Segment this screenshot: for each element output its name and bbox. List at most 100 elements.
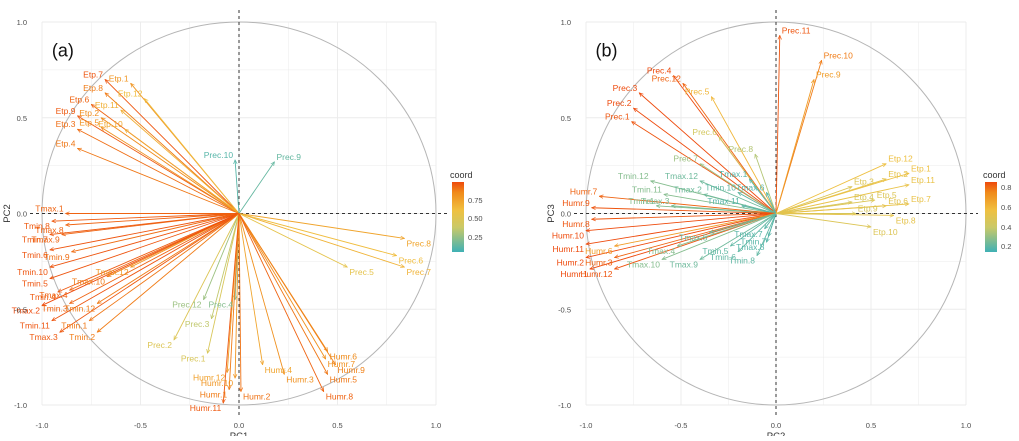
vector-arrow xyxy=(775,79,814,214)
vector-label: Humr.2 xyxy=(243,392,271,402)
legend-tick-label: 0.25 xyxy=(468,233,483,242)
vector-label: Etp.12 xyxy=(118,89,143,99)
vector-arrow xyxy=(586,213,777,245)
vector-arrow xyxy=(586,213,777,231)
vector-arrow xyxy=(592,208,777,214)
y-tick-label: -1.0 xyxy=(558,401,571,410)
x-axis-label: PC2 xyxy=(767,431,785,436)
vector-label: Etp.9 xyxy=(858,204,878,214)
vector-label: Etp.2 xyxy=(79,108,99,118)
vector-label: Tmax.8 xyxy=(736,242,765,252)
x-axis-label: PC1 xyxy=(230,431,248,436)
vector-label: Prec.10 xyxy=(204,150,234,160)
vector-arrow xyxy=(60,213,240,333)
vector-arrow xyxy=(749,179,777,214)
vector-label: Tmax.5 xyxy=(679,233,708,243)
vector-label: Etp.5 xyxy=(79,117,99,127)
vector-label: Humr.3 xyxy=(286,374,314,384)
vector-label: Humr.4 xyxy=(265,365,293,375)
vector-label: Prec.5 xyxy=(349,267,374,277)
vector-arrow xyxy=(97,213,240,304)
vector-label: Etp.2 xyxy=(888,169,908,179)
vector-arrow xyxy=(639,93,777,214)
vector-arrow xyxy=(97,213,240,333)
vector-arrow xyxy=(72,213,240,252)
y-tick-label: 1.0 xyxy=(17,18,27,27)
vector-label: Etp.8 xyxy=(896,215,916,225)
vector-label: Tmin.11 xyxy=(20,321,50,331)
vector-label: Prec.4 xyxy=(647,66,672,76)
x-tick-label: 1.0 xyxy=(961,421,971,430)
vector-arrow xyxy=(89,213,240,321)
vector-arrow xyxy=(42,213,240,306)
vector-label: Etp.7 xyxy=(83,69,103,79)
vector-label: Prec.2 xyxy=(147,340,172,350)
vector-label: Tmin.3 xyxy=(42,304,68,314)
vector-label: Etp.11 xyxy=(95,100,119,110)
vector-arrow xyxy=(238,213,404,239)
vector-arrow xyxy=(662,213,777,260)
x-tick-label: 1.0 xyxy=(431,421,441,430)
vector-arrow xyxy=(238,213,397,256)
vector-label: Etp.10 xyxy=(873,227,898,237)
variable-vectors xyxy=(586,35,909,269)
vector-label: Tmax.8 xyxy=(35,225,64,235)
vector-label: Tmax.9 xyxy=(670,259,699,269)
vector-arrow xyxy=(223,213,240,404)
vector-arrow xyxy=(238,213,328,375)
vector-label: Tmin.8 xyxy=(24,221,50,231)
legend-title: coord xyxy=(450,170,473,180)
vector-label: Tmax.2 xyxy=(12,305,41,315)
vector-arrow xyxy=(66,213,240,225)
vector-label: Etp.9 xyxy=(56,106,76,116)
y-axis-label: PC3 xyxy=(546,204,557,222)
x-tick-label: -1.0 xyxy=(580,421,593,430)
vector-arrow xyxy=(52,213,240,321)
vector-arrow xyxy=(229,213,240,390)
vector-arrow xyxy=(738,192,777,214)
vector-label: Tmax.4 xyxy=(647,246,676,256)
vector-arrow xyxy=(775,185,909,214)
vector-arrow xyxy=(121,110,240,214)
vector-label: Tmax.3 xyxy=(641,196,670,206)
vector-arrow xyxy=(730,213,777,247)
vector-label: Prec.1 xyxy=(605,112,630,122)
vector-label: Tmin.6 xyxy=(22,250,48,260)
vector-label: Prec.11 xyxy=(782,25,811,35)
vector-label: Tmax.10 xyxy=(72,277,105,287)
vector-label: Tmin.8 xyxy=(729,256,755,266)
vector-arrow xyxy=(775,200,875,214)
y-tick-label: 0.0 xyxy=(17,210,27,219)
vector-label: Humr.11 xyxy=(190,403,222,413)
vector-arrow xyxy=(211,213,240,319)
vector-label: Prec.3 xyxy=(185,319,210,329)
vector-arrow xyxy=(775,179,886,214)
vector-arrow xyxy=(50,213,240,279)
vector-label: Tmax.10 xyxy=(627,259,660,269)
panel-label: (b) xyxy=(596,40,618,60)
vector-label: Prec.9 xyxy=(816,69,841,79)
vector-label: Etp.1 xyxy=(109,73,129,83)
x-tick-label: -1.0 xyxy=(36,421,49,430)
vector-arrow xyxy=(700,180,777,214)
vector-arrow xyxy=(742,206,777,214)
tick-labels: -1.0 -0.5 0.0 0.5 1.0 -1.0 -0.5 0.0 0.5 1.0 xyxy=(558,18,971,430)
x-tick-label: -0.5 xyxy=(675,421,688,430)
vector-label: Humr.10 xyxy=(552,231,584,241)
vector-label: Etp.12 xyxy=(888,154,913,164)
vector-label: Tmin.10 xyxy=(17,267,48,277)
vector-label: Humr.7 xyxy=(328,359,356,369)
vector-label: Prec.5 xyxy=(685,87,710,97)
x-tick-label: -0.5 xyxy=(134,421,147,430)
vector-label: Humr.12 xyxy=(193,372,225,382)
vector-arrow xyxy=(592,213,777,220)
vector-label: Humr.1 xyxy=(200,390,228,400)
y-tick-label: 1.0 xyxy=(561,18,571,27)
vector-arrow xyxy=(238,213,263,365)
vector-arrow xyxy=(756,213,777,256)
vector-label: Tmin.1 xyxy=(61,321,87,331)
vector-label: Etp.11 xyxy=(911,175,935,185)
